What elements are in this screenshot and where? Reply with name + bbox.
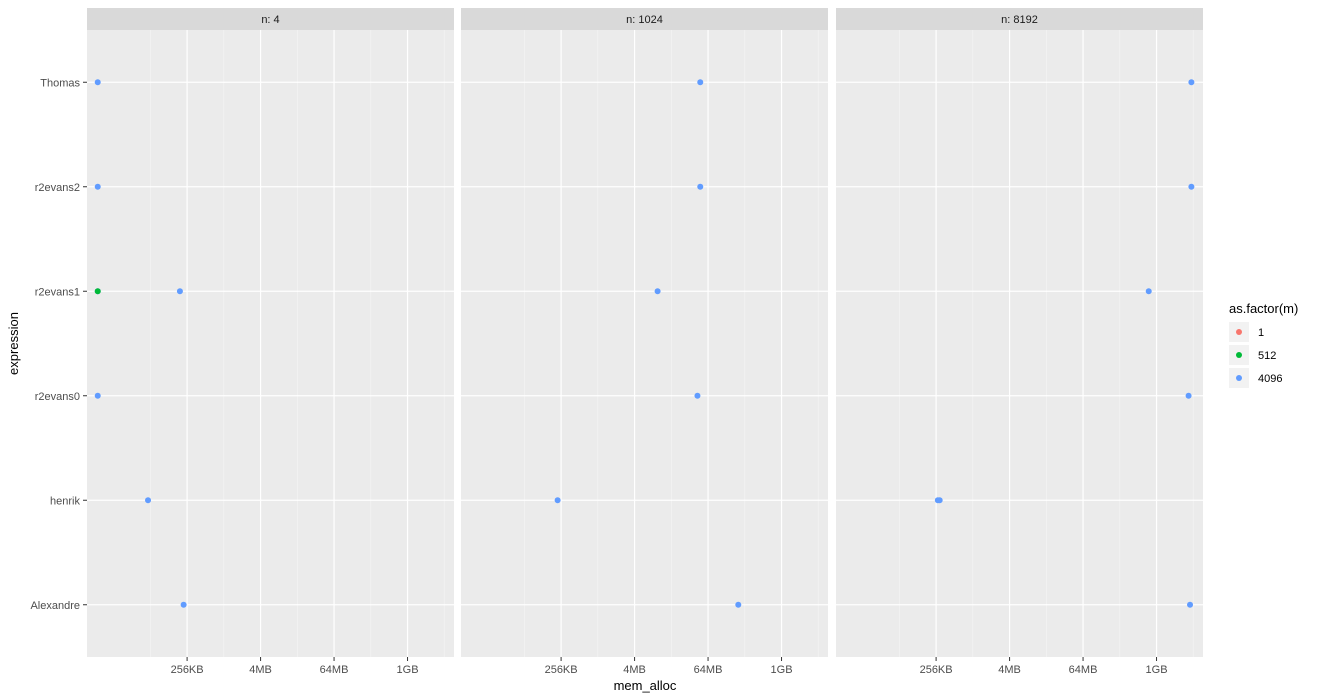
legend-label: 1 [1258,327,1264,339]
y-tick-label: r2evans2 [35,182,80,194]
legend-swatch [1236,375,1242,381]
data-point [697,79,704,86]
facet-strip [836,8,1203,30]
facet-strip-label: n: 4 [261,14,279,26]
data-point [1187,601,1194,608]
x-tick-label: 256KB [171,664,204,676]
x-tick-label: 64MB [694,664,723,676]
data-point [936,497,943,504]
data-point [94,183,101,190]
facet-strip-label: n: 1024 [626,14,663,26]
data-point [145,497,152,504]
y-tick-label: Alexandre [30,600,80,612]
x-tick-label: 64MB [1069,664,1098,676]
x-axis-title: mem_alloc [614,678,677,693]
y-tick-label: henrik [50,495,80,507]
data-point [94,288,101,295]
x-tick-label: 64MB [320,664,349,676]
x-tick-label: 256KB [920,664,953,676]
x-tick-label: 4MB [249,664,272,676]
data-point [1188,79,1195,86]
data-point [94,79,101,86]
legend-title: as.factor(m) [1229,301,1298,316]
x-tick-label: 1GB [397,664,419,676]
panel-2: n: 1024 256KB 4MB 64MB 1GB [461,8,828,676]
x-tick-label: 4MB [998,664,1021,676]
y-tick-label: r2evans1 [35,286,80,298]
x-tick-label: 1GB [1146,664,1168,676]
legend-label: 4096 [1258,373,1282,385]
data-point [735,601,742,608]
data-point [694,392,701,399]
x-tick-label: 1GB [771,664,793,676]
legend-swatch [1236,352,1242,358]
panel-background [87,30,454,657]
data-point [1188,183,1195,190]
facet-strip-label: n: 8192 [1001,14,1038,26]
y-tick-label: r2evans0 [35,391,80,403]
data-point [697,183,704,190]
y-axis-title: expression [6,312,21,375]
y-tick-label: Thomas [40,77,80,89]
panels: n: 4 256KB 4MB 64MB 1GB n: 1024 256KB 4MB 64MB 1G… [87,8,1203,676]
panel-background [836,30,1203,657]
panel-3: n: 8192 256KB 4MB 64MB 1GB [836,8,1203,676]
y-axis: Alexandre henrik r2evans0 r2evans1 r2evans2 T… [30,77,87,612]
x-tick-label: 4MB [623,664,646,676]
legend-swatch [1236,329,1242,335]
legend-label: 512 [1258,350,1276,362]
data-point [176,288,183,295]
facet-strip [87,8,454,30]
data-point [94,392,101,399]
data-point [1145,288,1152,295]
legend: as.factor(m) 1 512 4096 [1229,301,1298,388]
x-tick-label: 256KB [545,664,578,676]
facet-strip [461,8,828,30]
data-point [1185,392,1192,399]
data-point [654,288,661,295]
data-point [554,497,561,504]
panel-1: n: 4 256KB 4MB 64MB 1GB [87,8,454,676]
panel-background [461,30,828,657]
data-point [180,601,187,608]
